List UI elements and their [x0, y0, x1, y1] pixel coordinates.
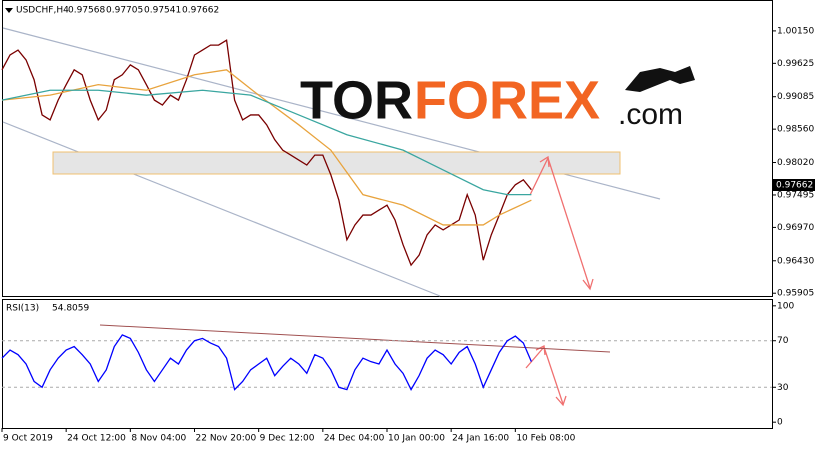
ohlc-open: 0.97568 [68, 6, 105, 16]
bull-icon [625, 66, 695, 92]
x-tick-label: 24 Jan 16:00 [452, 434, 509, 444]
x-tick-label: 10 Feb 08:00 [516, 434, 575, 444]
watermark: TOR FOREX .com [300, 66, 695, 131]
price-panel [2, 0, 773, 297]
chart-title: USDCHF,H4 [16, 6, 69, 16]
ohlc-low: 0.97541 [144, 6, 181, 16]
series-line [1, 69, 532, 226]
y-tick-label: 70 [777, 336, 789, 346]
x-tick-label: 22 Nov 20:00 [196, 434, 257, 444]
resistance-zone [52, 151, 621, 175]
menu-triangle [5, 8, 13, 13]
rsi-title: RSI(13) [6, 304, 39, 314]
watermark-part: TOR [300, 70, 413, 130]
y-tick-label: 0.97495 [777, 190, 814, 200]
series-line [1, 334, 532, 391]
y-tick-label: 0.95905 [777, 289, 814, 299]
ohlc-close: 0.97662 [182, 6, 219, 16]
y-tick-label: 0.99625 [777, 59, 814, 69]
y-tick-label: 30 [777, 383, 789, 393]
last-price-box [773, 179, 815, 191]
y-tick-label: 0 [777, 418, 783, 428]
y-tick-label: 100 [777, 301, 794, 311]
y-tick-label: 1.00150 [777, 26, 814, 36]
forecast-arrows [525, 155, 594, 407]
series-line [1, 39, 532, 267]
channel-line [2, 121, 441, 297]
rsi-trendline [99, 324, 611, 353]
x-tick-label: 9 Dec 12:00 [260, 434, 315, 444]
x-tick-label: 24 Oct 12:00 [67, 434, 126, 444]
y-tick-label: 0.98020 [777, 158, 814, 168]
x-tick-label: 24 Dec 04:00 [324, 434, 385, 444]
y-tick-label: 0.96430 [777, 256, 814, 266]
y-tick-label: 0.99085 [777, 92, 814, 102]
watermark-part: .com [618, 98, 683, 131]
y-tick-label: 0.98560 [777, 125, 814, 135]
x-tick-label: 8 Nov 04:00 [131, 434, 186, 444]
x-tick-label: 10 Jan 00:00 [388, 434, 445, 444]
y-tick-label: 0.96970 [777, 223, 814, 233]
last-price-label: 0.97662 [776, 181, 813, 191]
watermark-part: FOREX [414, 70, 600, 130]
rsi-last: 54.8059 [52, 304, 89, 314]
ohlc-high: 0.97705 [106, 6, 143, 16]
series-line [1, 89, 532, 196]
x-tick-label: 9 Oct 2019 [3, 434, 53, 444]
rsi-panel [2, 299, 773, 429]
